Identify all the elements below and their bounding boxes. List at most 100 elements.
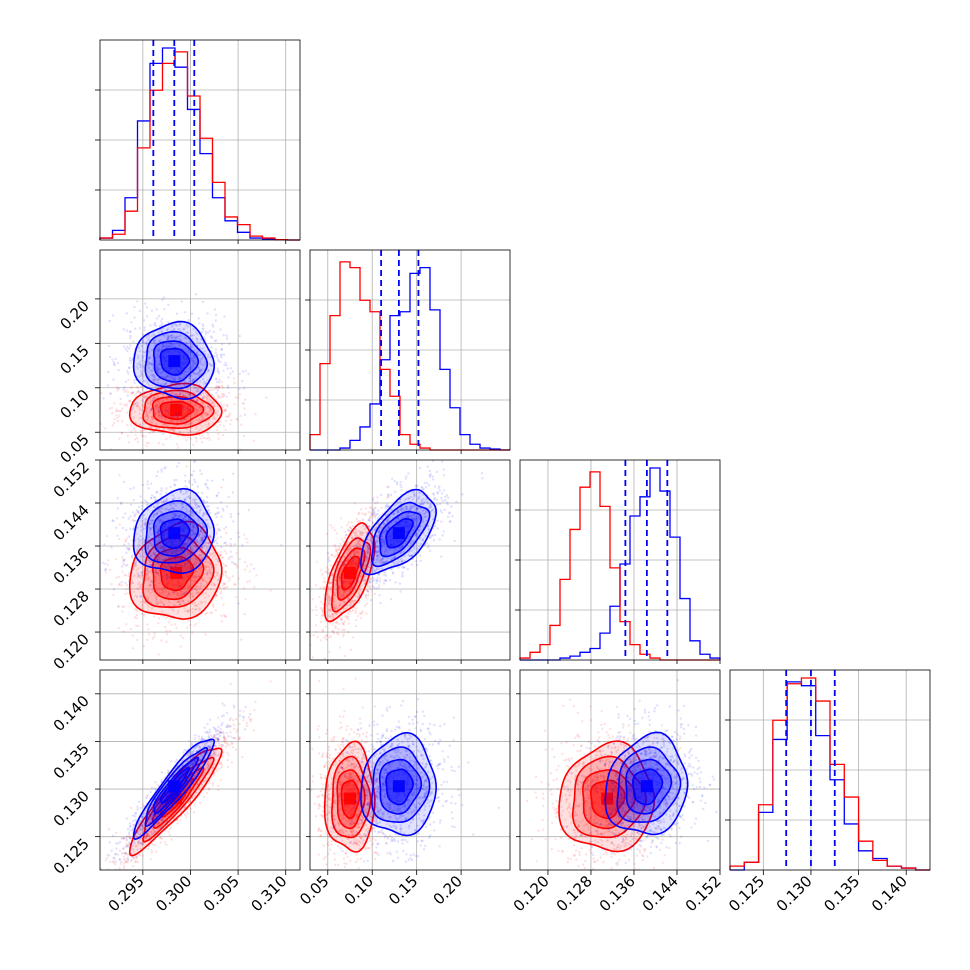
sample-point — [133, 561, 136, 565]
sample-point — [228, 577, 231, 580]
sample-point — [145, 521, 148, 524]
sample-point — [185, 417, 188, 421]
sample-point — [153, 513, 156, 516]
sample-point — [201, 327, 204, 330]
sample-point — [160, 414, 163, 418]
sample-point — [193, 624, 196, 627]
sample-point — [197, 575, 200, 578]
sample-point — [132, 519, 136, 522]
sample-point — [198, 359, 202, 363]
sample-point — [172, 577, 175, 580]
sample-point — [209, 407, 212, 411]
sample-point — [131, 519, 134, 522]
sample-point — [198, 383, 201, 387]
sample-point — [186, 553, 189, 556]
sample-point — [222, 369, 225, 372]
sample-point — [145, 343, 148, 346]
sample-point — [357, 512, 360, 516]
sample-point — [195, 502, 198, 505]
sample-point — [206, 356, 210, 359]
sample-point — [201, 356, 205, 359]
sample-point — [173, 337, 176, 340]
sample-point — [194, 403, 197, 406]
sample-point — [157, 347, 161, 350]
sample-point — [160, 610, 164, 613]
sample-point — [110, 406, 114, 410]
sample-point — [248, 579, 251, 583]
sample-point — [187, 591, 190, 595]
sample-point — [203, 501, 206, 505]
sample-point — [95, 621, 97, 623]
sample-point — [211, 323, 214, 326]
sample-point — [200, 556, 203, 560]
sample-point — [175, 393, 179, 396]
sample-point — [158, 557, 162, 560]
sample-point — [151, 378, 155, 382]
sample-point — [225, 552, 228, 555]
sample-point — [113, 402, 116, 405]
sample-point — [156, 396, 159, 399]
sample-point — [165, 338, 169, 342]
sample-point — [172, 478, 176, 482]
sample-point — [170, 377, 174, 380]
sample-point — [128, 400, 132, 403]
sample-point — [184, 370, 187, 373]
sample-point — [158, 588, 162, 591]
sample-point — [186, 543, 189, 546]
sample-point — [126, 349, 129, 353]
sample-point — [169, 607, 173, 610]
sample-point — [165, 328, 169, 331]
sample-point — [170, 337, 173, 340]
sample-point — [161, 379, 164, 382]
contour-line — [132, 320, 216, 400]
sample-point — [112, 421, 116, 425]
sample-point — [107, 370, 110, 374]
sample-point — [204, 423, 207, 427]
sample-point — [176, 591, 179, 594]
sample-point — [201, 323, 204, 326]
sample-point — [112, 593, 115, 597]
sample-point — [198, 429, 201, 432]
sample-point — [178, 377, 182, 380]
sample-point — [172, 428, 175, 432]
sample-point — [184, 374, 188, 377]
sample-point — [161, 601, 164, 604]
sample-point — [146, 394, 150, 397]
sample-point — [187, 395, 190, 399]
sample-point — [160, 324, 163, 327]
sample-point — [218, 385, 221, 389]
sample-point — [207, 487, 210, 490]
hist-blue-line — [520, 467, 721, 661]
sample-point — [146, 570, 150, 574]
sample-point — [361, 611, 364, 615]
sample-point — [187, 435, 190, 439]
sample-point — [116, 409, 119, 413]
sample-point — [147, 441, 150, 445]
sample-point — [139, 576, 142, 580]
sample-point — [220, 348, 223, 351]
sample-point — [201, 330, 204, 334]
sample-point — [212, 415, 216, 418]
sample-point — [221, 392, 224, 396]
sample-point — [179, 548, 182, 551]
sample-point — [183, 606, 186, 610]
sample-point — [204, 601, 207, 604]
sample-point — [133, 410, 137, 413]
sample-point — [320, 606, 323, 610]
sample-point — [204, 633, 207, 636]
sample-point — [140, 429, 143, 433]
sample-point — [168, 601, 171, 604]
sample-point — [194, 601, 197, 604]
sample-point — [146, 315, 149, 318]
sample-point — [185, 331, 188, 334]
sample-point — [161, 343, 164, 346]
sample-point — [200, 538, 204, 541]
panel-frame — [99, 249, 301, 451]
sample-point — [136, 362, 139, 366]
sample-point — [146, 576, 150, 579]
sample-point — [222, 424, 226, 428]
sample-point — [187, 325, 190, 328]
sample-point — [155, 513, 158, 516]
sample-point — [210, 393, 214, 397]
sample-point — [101, 561, 105, 564]
